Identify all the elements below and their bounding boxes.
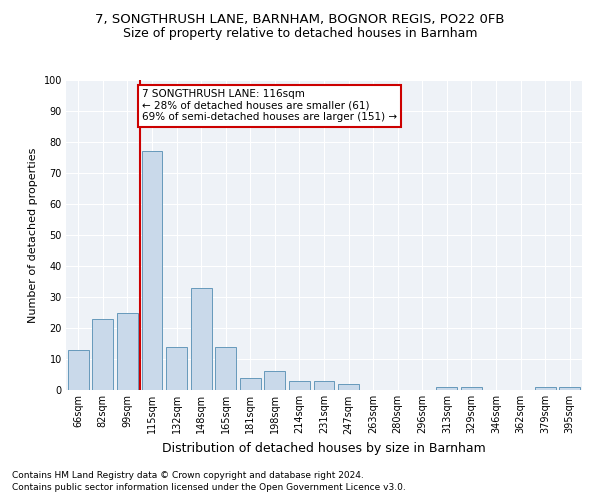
Bar [92, 318, 113, 390]
Text: Size of property relative to detached houses in Barnham: Size of property relative to detached ho… [123, 28, 477, 40]
Bar [289, 380, 310, 390]
Bar [535, 387, 556, 390]
Bar [314, 380, 334, 390]
Text: 7 SONGTHRUSH LANE: 116sqm
← 28% of detached houses are smaller (61)
69% of semi-: 7 SONGTHRUSH LANE: 116sqm ← 28% of detac… [142, 90, 397, 122]
Bar [338, 384, 359, 390]
Text: Contains public sector information licensed under the Open Government Licence v3: Contains public sector information licen… [12, 484, 406, 492]
Bar [240, 378, 261, 390]
Bar [215, 346, 236, 390]
Bar [436, 387, 457, 390]
Bar [461, 387, 482, 390]
Bar [117, 312, 138, 390]
Bar [142, 152, 163, 390]
Bar [166, 346, 187, 390]
Bar [559, 387, 580, 390]
Y-axis label: Number of detached properties: Number of detached properties [28, 148, 38, 322]
Bar [265, 372, 286, 390]
Bar [68, 350, 89, 390]
X-axis label: Distribution of detached houses by size in Barnham: Distribution of detached houses by size … [162, 442, 486, 455]
Bar [191, 288, 212, 390]
Text: Contains HM Land Registry data © Crown copyright and database right 2024.: Contains HM Land Registry data © Crown c… [12, 471, 364, 480]
Text: 7, SONGTHRUSH LANE, BARNHAM, BOGNOR REGIS, PO22 0FB: 7, SONGTHRUSH LANE, BARNHAM, BOGNOR REGI… [95, 12, 505, 26]
